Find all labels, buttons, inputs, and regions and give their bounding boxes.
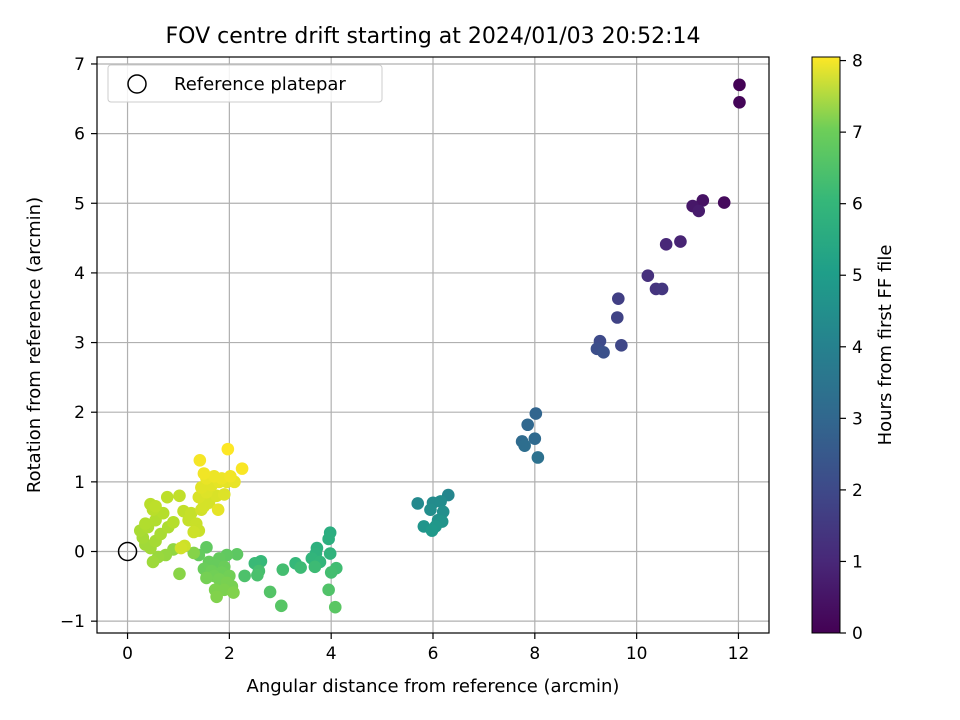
colorbar-tick-label: 7 xyxy=(852,123,863,143)
data-point xyxy=(674,235,687,248)
data-point xyxy=(655,282,669,296)
legend-box xyxy=(107,64,383,103)
data-point xyxy=(200,541,213,554)
data-point xyxy=(434,495,447,508)
legend-entry-label: Reference platepar xyxy=(174,74,346,95)
data-point xyxy=(424,503,437,517)
data-point xyxy=(276,563,290,576)
data-point xyxy=(531,451,545,464)
legend: Reference platepar xyxy=(107,64,383,103)
data-point xyxy=(425,524,439,537)
data-point xyxy=(227,586,240,599)
colorbar-tick-label: 6 xyxy=(852,195,863,215)
y-tick-label: 5 xyxy=(74,194,85,214)
colorbar: 0 1 2 3 4 5 6 7 8 Hours from first FF file xyxy=(811,52,896,644)
data-point xyxy=(659,238,673,251)
data-point xyxy=(263,585,277,599)
data-point xyxy=(173,489,186,503)
y-tick-label: 6 xyxy=(74,125,85,145)
data-point xyxy=(167,515,180,529)
colorbar-tick-label: 8 xyxy=(852,52,863,72)
x-tick-label: 8 xyxy=(529,644,540,664)
data-point xyxy=(221,442,235,456)
data-point xyxy=(615,339,628,352)
legend-marker-icon xyxy=(127,74,147,94)
data-point xyxy=(211,503,225,517)
colorbar-gradient xyxy=(811,56,841,634)
data-point xyxy=(139,517,152,530)
data-point xyxy=(200,571,213,585)
data-point xyxy=(224,469,237,483)
data-point xyxy=(529,407,543,420)
data-point xyxy=(696,194,710,207)
data-point xyxy=(193,453,207,467)
x-tick-label: 12 xyxy=(728,644,750,664)
y-tick-label: 0 xyxy=(74,543,85,563)
x-axis-label: Angular distance from reference (arcmin) xyxy=(247,676,620,697)
data-point xyxy=(146,555,160,569)
x-tick-label: 6 xyxy=(428,644,439,664)
colorbar-tick-label: 3 xyxy=(852,409,863,429)
colorbar-tick-label: 5 xyxy=(852,266,863,286)
grid-lines xyxy=(97,57,769,633)
x-tick-label: 10 xyxy=(626,644,648,664)
y-tick-label: 7 xyxy=(74,55,85,75)
colorbar-tick-label: 1 xyxy=(852,552,863,572)
data-point xyxy=(692,204,706,218)
data-point xyxy=(160,490,174,504)
y-tick-label: 4 xyxy=(74,264,85,284)
chart-title: FOV centre drift starting at 2024/01/03 … xyxy=(166,24,701,49)
data-point xyxy=(174,541,188,555)
data-point xyxy=(149,499,162,513)
data-point xyxy=(173,567,186,581)
data-point xyxy=(612,292,625,305)
data-point xyxy=(610,311,624,324)
data-point xyxy=(308,560,322,574)
data-point xyxy=(528,432,542,445)
data-point xyxy=(717,196,731,209)
data-point xyxy=(411,497,425,510)
y-tick-label: −1 xyxy=(60,612,85,632)
x-tick-label: 4 xyxy=(326,644,337,664)
data-point xyxy=(597,346,610,359)
colorbar-tick-label: 0 xyxy=(852,624,863,644)
data-point xyxy=(322,532,335,546)
x-axis-ticks: 0 2 4 6 8 10 12 xyxy=(122,633,749,664)
colorbar-label: Hours from first FF file xyxy=(875,245,896,446)
data-point xyxy=(733,95,746,109)
x-tick-label: 2 xyxy=(224,644,235,664)
data-point xyxy=(521,418,534,432)
data-point xyxy=(518,439,531,452)
data-point xyxy=(230,547,244,561)
y-tick-label: 1 xyxy=(74,473,85,493)
y-axis-ticks: −1 0 1 2 3 4 5 6 7 xyxy=(60,55,97,632)
data-point xyxy=(322,583,335,597)
data-point xyxy=(323,547,337,560)
data-points xyxy=(133,78,746,614)
data-point xyxy=(217,488,231,501)
data-point xyxy=(274,599,288,613)
x-tick-label: 0 xyxy=(122,644,133,664)
data-point xyxy=(197,467,211,480)
data-point xyxy=(235,462,249,475)
data-point xyxy=(187,546,201,560)
data-point xyxy=(187,525,201,539)
y-tick-label: 3 xyxy=(74,334,85,354)
data-point xyxy=(324,566,338,579)
data-point xyxy=(328,600,342,614)
y-tick-label: 2 xyxy=(74,403,85,423)
data-point xyxy=(294,561,307,574)
data-point xyxy=(641,269,655,282)
data-point xyxy=(251,568,264,582)
data-point xyxy=(733,78,746,92)
y-axis-label: Rotation from reference (arcmin) xyxy=(24,197,45,493)
reference-point-marker xyxy=(117,541,138,562)
data-point xyxy=(210,590,223,604)
data-point xyxy=(238,569,251,583)
colorbar-ticks: 0 1 2 3 4 5 6 7 8 xyxy=(840,52,863,644)
colorbar-tick-label: 2 xyxy=(852,481,863,501)
colorbar-tick-label: 4 xyxy=(852,338,863,358)
